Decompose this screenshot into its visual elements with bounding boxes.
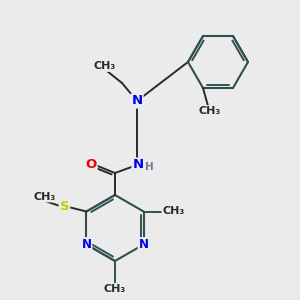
Text: N: N bbox=[81, 238, 92, 251]
Text: H: H bbox=[145, 162, 153, 172]
Text: O: O bbox=[85, 158, 97, 172]
Text: N: N bbox=[131, 94, 142, 107]
Text: CH₃: CH₃ bbox=[199, 106, 221, 116]
Text: S: S bbox=[60, 200, 69, 213]
Text: N: N bbox=[139, 238, 148, 251]
Text: CH₃: CH₃ bbox=[33, 191, 56, 202]
Text: N: N bbox=[132, 158, 144, 172]
Text: CH₃: CH₃ bbox=[163, 206, 185, 217]
Text: CH₃: CH₃ bbox=[94, 61, 116, 71]
Text: CH₃: CH₃ bbox=[104, 284, 126, 294]
